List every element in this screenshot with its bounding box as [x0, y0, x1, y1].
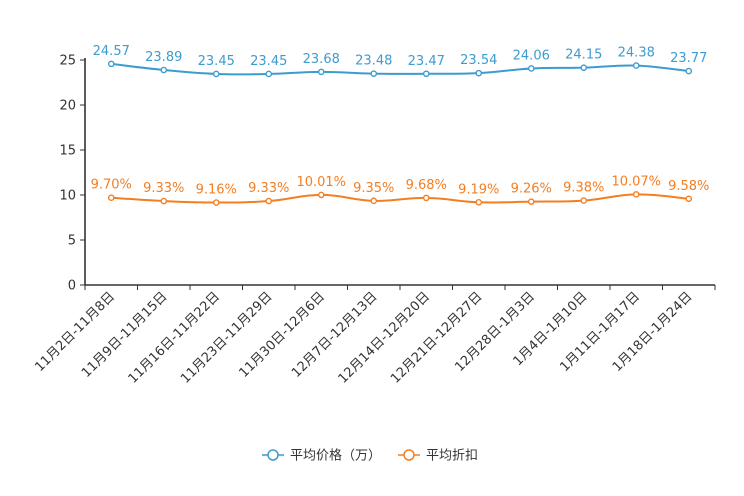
data-label: 9.38% [563, 181, 604, 196]
series-line [111, 193, 689, 204]
axes: 051015202511月2日-11月8日11月9日-11月15日11月16日-… [32, 54, 716, 387]
data-point [265, 197, 273, 205]
data-point [632, 62, 640, 69]
y-tick-label: 15 [59, 144, 76, 159]
data-point [422, 70, 430, 78]
series-2: 9.70% 9.33% 9.16% 9.33% 10.01% 9.35% 9.68% 9.19… [91, 174, 709, 206]
data-label: 23.45 [250, 54, 287, 69]
legend-marker-icon [403, 449, 415, 461]
data-point [107, 60, 115, 68]
series-line [111, 62, 689, 76]
data-label: 9.33% [143, 181, 184, 196]
data-label: 24.57 [93, 44, 130, 59]
series-1: 24.57 23.89 23.45 23.45 23.68 23.48 23.47 23.54… [93, 44, 707, 78]
data-point [212, 199, 220, 206]
x-tick-label: 12月21日-12月27日 [388, 289, 485, 386]
data-label: 24.06 [513, 48, 550, 63]
legend: 平均价格（万） 平均折扣 [262, 448, 478, 464]
data-label: 23.89 [145, 50, 182, 65]
y-tick-label: 25 [59, 54, 76, 69]
data-label: 23.48 [355, 54, 392, 69]
data-point [160, 197, 168, 205]
y-tick-label: 0 [68, 279, 76, 294]
data-label: 9.16% [196, 183, 237, 198]
legend-item[interactable]: 平均折扣 [398, 449, 478, 464]
x-tick-label: 12月14日-12月20日 [336, 289, 433, 386]
data-label: 9.68% [406, 178, 447, 193]
data-label: 23.77 [670, 51, 707, 66]
data-point [685, 67, 693, 75]
data-point [370, 197, 378, 205]
data-point [475, 69, 483, 77]
data-label: 24.15 [565, 48, 602, 63]
data-label: 9.19% [458, 182, 499, 197]
y-tick-label: 10 [59, 189, 76, 204]
legend-label: 平均折扣 [426, 449, 478, 464]
data-point [370, 70, 378, 77]
data-label: 23.47 [408, 54, 445, 69]
data-point [527, 198, 535, 205]
data-label: 9.70% [91, 178, 132, 193]
data-label: 23.68 [303, 52, 340, 67]
data-label: 10.01% [296, 175, 346, 190]
legend-label: 平均价格（万） [290, 448, 381, 464]
data-point [632, 191, 640, 198]
data-point [475, 198, 483, 206]
data-point [317, 68, 325, 76]
data-label: 9.58% [668, 179, 709, 194]
y-tick-label: 20 [59, 99, 76, 114]
data-point [317, 191, 325, 199]
data-point [580, 64, 588, 71]
data-label: 9.26% [511, 182, 552, 197]
data-label: 9.33% [248, 181, 289, 196]
data-label: 10.07% [611, 174, 661, 189]
data-label: 23.54 [460, 53, 497, 68]
data-point [685, 195, 693, 203]
data-point [580, 197, 588, 204]
legend-marker-icon [267, 449, 279, 461]
data-label: 24.38 [618, 46, 655, 61]
x-tick-label: 11月16日-11月22日 [126, 289, 223, 386]
data-point [422, 194, 430, 202]
x-tick-label: 11月23日-11月29日 [178, 289, 275, 386]
data-label: 9.35% [353, 181, 394, 196]
data-point [107, 194, 115, 201]
legend-item[interactable]: 平均价格（万） [262, 448, 381, 464]
data-point [160, 66, 168, 74]
data-point [527, 65, 535, 72]
data-label: 23.45 [198, 54, 235, 69]
data-point [265, 70, 273, 78]
data-point [212, 70, 220, 78]
y-tick-label: 5 [68, 234, 76, 249]
